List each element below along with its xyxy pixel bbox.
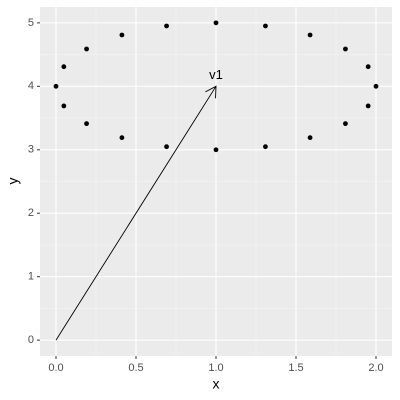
point xyxy=(61,64,67,70)
y-tick-label: 5 xyxy=(28,17,34,29)
x-tick-label: 0.5 xyxy=(128,362,143,374)
y-tick-label: 0 xyxy=(28,334,34,346)
point xyxy=(365,64,371,70)
point xyxy=(373,83,379,89)
point xyxy=(307,32,313,38)
point xyxy=(213,147,219,153)
point xyxy=(343,121,348,127)
point xyxy=(119,135,125,141)
point xyxy=(84,46,89,52)
point xyxy=(263,144,268,150)
point xyxy=(365,103,371,109)
point xyxy=(307,135,313,141)
point xyxy=(53,83,59,89)
point xyxy=(61,103,67,109)
x-axis-title: x xyxy=(213,376,220,392)
point xyxy=(84,121,89,127)
point xyxy=(213,20,219,26)
point xyxy=(119,32,125,38)
y-tick-label: 1 xyxy=(28,271,34,283)
y-tick-label: 2 xyxy=(28,207,34,219)
y-tick-label: 4 xyxy=(28,80,34,92)
point xyxy=(164,144,169,150)
x-tick-label: 2.0 xyxy=(368,362,383,374)
arrow-label: v1 xyxy=(209,67,223,82)
x-tick-label: 1.5 xyxy=(288,362,303,374)
point xyxy=(343,46,348,52)
x-tick-label: 0.0 xyxy=(48,362,63,374)
y-axis-title: y xyxy=(5,178,21,185)
point xyxy=(164,23,169,29)
point xyxy=(263,23,268,29)
x-tick-label: 1.0 xyxy=(208,362,223,374)
arrow xyxy=(55,85,217,341)
y-tick-label: 3 xyxy=(28,144,34,156)
